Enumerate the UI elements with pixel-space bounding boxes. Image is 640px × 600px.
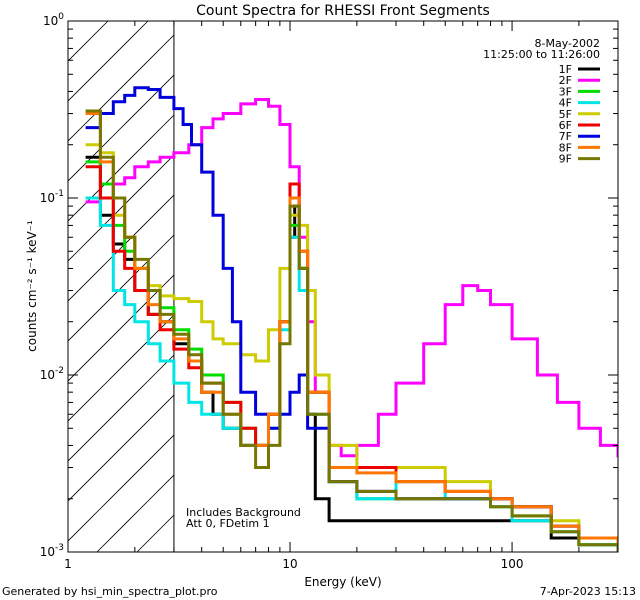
hatch-mask — [173, 21, 618, 552]
series-layer — [85, 86, 618, 552]
footer-timestamp: 7-Apr-2023 15:13 — [540, 585, 636, 598]
y-tick-label: 10-1 — [40, 189, 64, 205]
plot-frame — [67, 20, 619, 553]
legend-label: 3F — [559, 85, 572, 98]
footer-generated-by: Generated by hsi_min_spectra_plot.pro — [2, 585, 218, 598]
hatch-line — [68, 21, 229, 182]
x-tick-label: 10 — [282, 557, 297, 571]
chart-title: Count Spectra for RHESSI Front Segments — [196, 3, 490, 19]
x-tick-label: 1 — [64, 557, 72, 571]
annotation-attenuator: Att 0, FDetim 1 — [186, 517, 270, 530]
y-tick-label: 100 — [43, 12, 64, 28]
y-tick-label: 10-2 — [40, 366, 64, 382]
series-line-9F — [85, 109, 618, 552]
annotation-background: Includes Background — [186, 506, 301, 519]
y-axis: 100 10-1 10-2 10-3 — [40, 12, 618, 559]
x-axis: 1 10 100 — [64, 21, 619, 571]
observation-time-range: 11:25:00 to 11:26:00 — [483, 48, 600, 61]
y-tick-label: 10-3 — [40, 543, 64, 559]
legend-label: 6F — [559, 119, 572, 132]
observation-date: 8-May-2002 — [535, 37, 600, 50]
legend-label: 1F — [559, 63, 572, 76]
attenuator-hatch-region — [68, 21, 618, 552]
legend-label: 2F — [559, 74, 572, 87]
legend-label: 4F — [559, 97, 572, 110]
y-axis-label: counts cm⁻² s⁻¹ keV⁻¹ — [25, 220, 39, 352]
legend-label: 5F — [559, 108, 572, 121]
x-axis-label: Energy (keV) — [304, 575, 381, 589]
x-tick-label: 100 — [501, 557, 524, 571]
legend-label: 7F — [559, 130, 572, 143]
hatch-line — [68, 21, 109, 62]
legend-label: 8F — [559, 141, 572, 154]
legend-label: 9F — [559, 153, 572, 166]
